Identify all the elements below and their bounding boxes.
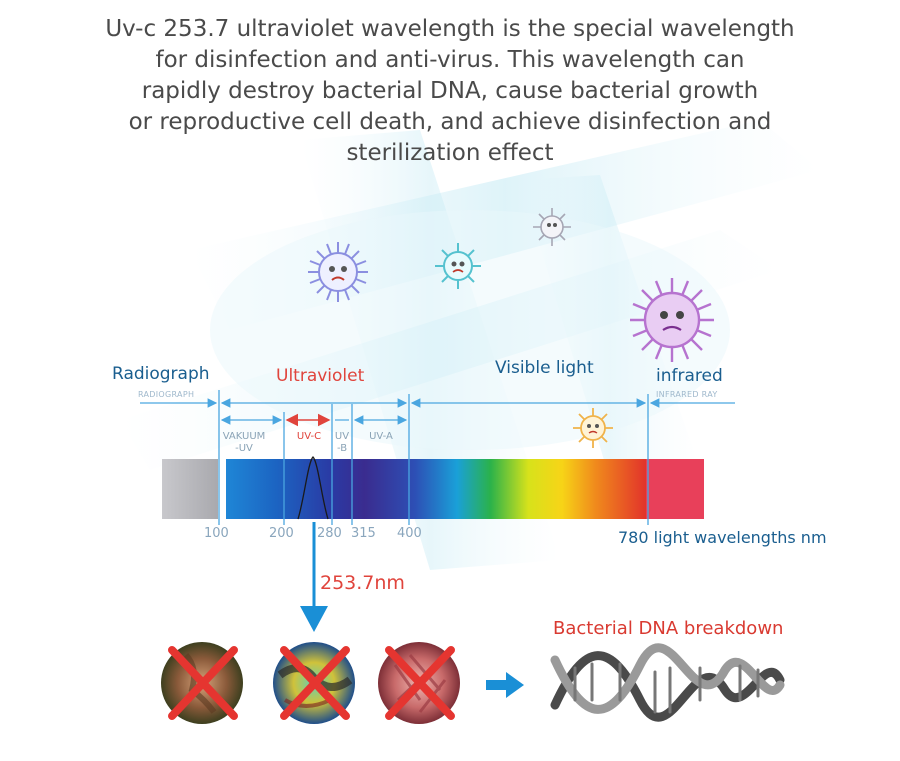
band-gap: [218, 459, 226, 519]
wavelength-pointer-arrowhead: [300, 606, 328, 632]
headline-paragraph: Uv-c 253.7 ultraviolet wavelength is the…: [60, 14, 840, 169]
band-sub-infrared: INFRARED RAY: [656, 390, 718, 399]
wavelength-callout: 253.7nm: [320, 572, 405, 594]
headline-line: sterilization effect: [346, 140, 554, 166]
virus-icon: [533, 208, 571, 246]
tick-label: 200: [269, 526, 294, 541]
subband-label-vacuum-uv: VAKUUM -UV: [222, 431, 266, 454]
virus-icon: [630, 278, 714, 362]
virus-icon: [573, 408, 613, 448]
infrared-band-bar: [646, 459, 704, 519]
band-divider-lines: [218, 390, 649, 525]
cross-mark-icon: [168, 646, 238, 720]
band-sub-radiograph: RADIOGRAPH: [138, 390, 195, 399]
headline-line: Uv-c 253.7 ultraviolet wavelength is the…: [105, 16, 795, 42]
cross-mark-icon: [280, 646, 350, 720]
band-label-infrared: infrared: [656, 366, 723, 386]
headline-line: or reproductive cell death, and achieve …: [128, 109, 772, 135]
headline-line: rapidly destroy bacterial DNA, cause bac…: [141, 78, 759, 104]
right-arrow-icon: [486, 672, 524, 698]
dna-helix-icon: [550, 643, 785, 722]
subband-label-uva: UV-A: [369, 431, 393, 442]
radiograph-band-bar: [162, 459, 218, 519]
dna-breakdown-title: Bacterial DNA breakdown: [553, 618, 784, 639]
virus-icon: [435, 243, 481, 289]
subband-label-uvb: UV -B: [334, 431, 350, 454]
germicidal-peak-curve: [297, 456, 329, 520]
tick-label: 315: [351, 526, 376, 541]
virus-icon: [308, 242, 368, 302]
wavelength-axis-title: 780 light wavelengths nm: [618, 528, 827, 547]
band-label-visible-light: Visible light: [495, 358, 594, 378]
subband-label-uvc: UV-C: [296, 431, 322, 442]
band-label-radiograph: Radiograph: [112, 364, 210, 384]
band-label-ultraviolet: Ultraviolet: [276, 366, 365, 386]
cross-mark-icon: [385, 646, 455, 720]
tick-label: 400: [397, 526, 422, 541]
tick-label: 100: [204, 526, 229, 541]
tick-label: 280: [317, 526, 342, 541]
headline-line: for disinfection and anti-virus. This wa…: [155, 47, 745, 73]
uv-visible-spectrum-bar: [226, 459, 646, 519]
